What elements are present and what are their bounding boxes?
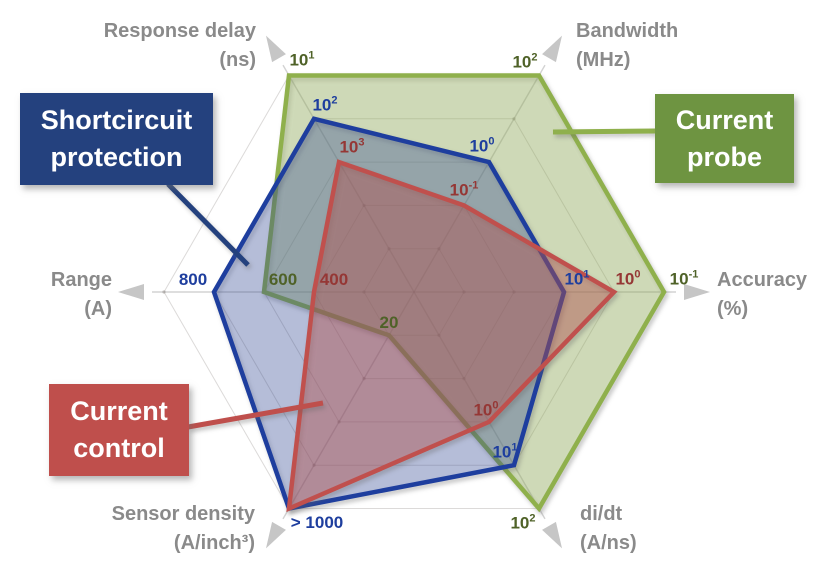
axis-label-response-delay: Response delay (ns) (104, 17, 256, 75)
axis-label-accuracy: Accuracy (%) (717, 266, 807, 324)
axis-label-range: Range (A) (51, 266, 112, 324)
series-callout-shortcircuit-protection-line1: Shortcircuit (40, 105, 193, 135)
grid-dot-response_delay-2 (362, 203, 366, 208)
axis-label-didt-name: di/dt (580, 503, 623, 525)
axis-label-bandwidth-name: Bandwidth (576, 20, 679, 42)
axis-label-response-delay-name: Response delay (103, 20, 256, 42)
series-callout-current-probe-line2: probe (686, 141, 762, 172)
series-polygon-current_control (286, 159, 618, 513)
axis-label-accuracy-name: Accuracy (717, 269, 808, 291)
axis-arrow-range (118, 284, 144, 300)
axis-label-range-unit: (A) (84, 298, 112, 320)
axis-label-bandwidth-unit: (MHz) (576, 49, 631, 71)
series-callout-current-probe: Current probe (655, 94, 794, 183)
callout-leader-current_probe (552, 128, 657, 135)
axis-label-bandwidth: Bandwidth (MHz) (576, 17, 678, 75)
series-callout-shortcircuit-protection: Shortcircuit protection (20, 93, 213, 185)
series-callout-shortcircuit-protection-line2: protection (50, 142, 183, 172)
axis-label-accuracy-unit: (%) (717, 298, 749, 320)
series-callout-current-control-line1: Current (70, 396, 168, 426)
axis-label-didt: di/dt (A/ns) (580, 500, 637, 558)
axis-line-response_delay (282, 64, 415, 293)
grid-dot-bandwidth-1 (437, 246, 441, 251)
grid-dot-sensor_density-4 (312, 463, 316, 467)
axis-line-bandwidth (413, 64, 546, 293)
axis-label-sensor-density-name: Sensor density (111, 503, 255, 525)
axis-arrow-bandwidth (542, 35, 562, 63)
axis-line-didt (413, 291, 546, 520)
axis-arrow-response_delay (266, 35, 286, 63)
grid-dot-bandwidth-4 (512, 117, 516, 121)
grid-dot-accuracy-1 (462, 290, 466, 294)
grid-dot-didt-2 (462, 376, 466, 381)
axis-label-response-delay-unit: (ns) (219, 49, 256, 71)
axis-arrow-sensor_density (266, 521, 286, 549)
axis-label-didt-unit: (A/ns) (580, 532, 637, 554)
grid-dot-range-5 (162, 290, 166, 294)
grid-dot-response_delay-1 (387, 246, 391, 251)
series-callout-current-control-line2: control (73, 433, 165, 463)
series-polygon-current_probe (261, 73, 667, 513)
series-callout-current-control: Current control (49, 384, 189, 476)
axis-arrow-accuracy (684, 284, 710, 300)
callout-leader-shortcircuit_protection (166, 182, 250, 267)
grid-ring-1 (363, 248, 465, 336)
axis-label-sensor-density: Sensor density (A/inch³) (112, 500, 255, 558)
series-callout-current-probe-line1: Current (675, 104, 774, 135)
axis-label-range-name: Range (50, 269, 112, 291)
grid-dot-sensor_density-2 (362, 376, 366, 381)
callout-leader-current_control (187, 400, 324, 430)
axis-arrow-didt (542, 521, 562, 549)
grid-dot-sensor_density-3 (337, 420, 341, 424)
axis-line-sensor_density (282, 291, 415, 520)
axis-label-sensor-density-unit: (A/inch³) (173, 532, 255, 554)
grid-dot-range-1 (362, 290, 366, 294)
grid-dot-accuracy-2 (512, 290, 516, 294)
grid-dot-didt-1 (437, 333, 441, 338)
